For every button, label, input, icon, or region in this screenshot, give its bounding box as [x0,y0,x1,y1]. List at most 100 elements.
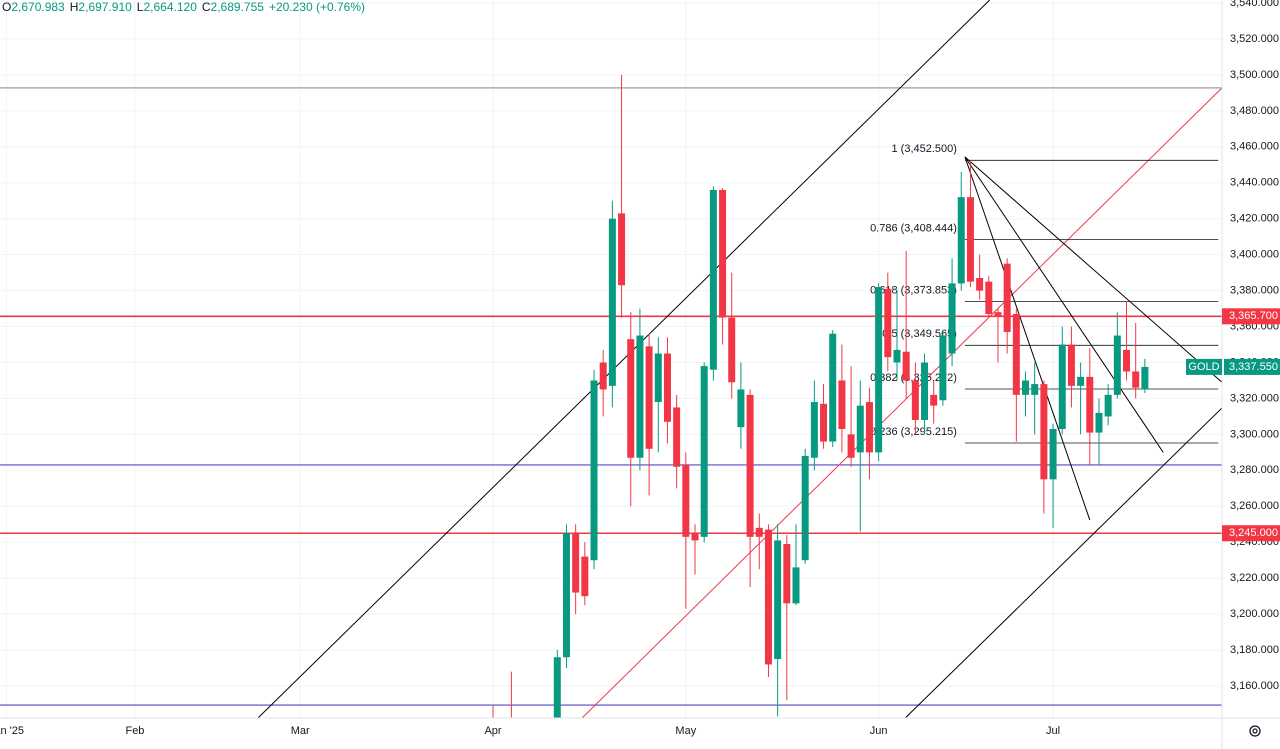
candle-body [838,380,846,430]
candle-body [1113,335,1121,395]
y-tick-label: 3,480.000 [1230,105,1279,117]
ohlc-key: C [202,0,211,14]
candle-body [939,335,947,401]
candle-body [581,556,589,597]
candle-body [820,403,828,442]
candle-body [682,464,690,537]
header: O2,670.983 H2,697.910 L2,664.120 C2,689.755… [2,0,365,14]
candle-body [1031,384,1039,395]
y-tick-label: 3,420.000 [1230,213,1279,225]
trend-line [257,0,991,718]
candle-body [976,278,984,291]
y-tick-label: 3,400.000 [1230,249,1279,261]
fib-label: 0.618 (3,373.853) [870,285,957,297]
y-tick-label: 3,320.000 [1230,392,1279,404]
candle-body [755,527,763,537]
x-tick-label: Mar [291,725,310,737]
candle-body [1058,344,1066,430]
candle-body [709,189,717,370]
candle-body [875,287,883,453]
y-tick-label: 3,500.000 [1230,69,1279,81]
candle-body [884,288,892,358]
candle-body [911,380,919,421]
candle-body [1003,263,1011,332]
candle-body [627,339,635,458]
candle-body [1095,412,1103,433]
candle-body [719,189,727,318]
fib-label: 0.786 (3,408.444) [870,222,957,234]
x-tick-label: Jan '25 [0,725,24,737]
last-price-label: 3,337.550 [1229,361,1278,373]
last-price-box [1224,358,1280,375]
candle-body [728,317,736,383]
candle-body [792,567,800,604]
candle-body [700,366,708,537]
ohlc-key: L [137,0,144,14]
candle-body [691,533,699,541]
candle-body [1049,429,1057,480]
candle-body [902,351,910,381]
candle-body [1132,371,1140,388]
settings-icon[interactable] [1249,725,1261,737]
y-tick-label: 3,300.000 [1230,428,1279,440]
ohlc-value: 2,664.120 [143,0,197,14]
candle-body [774,540,782,660]
candle-body [966,197,974,282]
y-tick-label: 3,220.000 [1230,572,1279,584]
candle-body [921,362,929,421]
candle-body [847,434,855,458]
ohlc-change: +20.230 (+0.76%) [269,0,365,14]
candle-body [508,722,515,731]
candle-body [608,218,616,386]
trend-line [964,156,1222,383]
candle-body [930,394,938,406]
symbol-box [1186,358,1222,375]
gear-inner [1252,728,1258,734]
ohlc-key: H [70,0,79,14]
fib-label: 0.236 (3,295.215) [870,426,957,438]
y-tick-label: 3,460.000 [1230,141,1279,153]
gear-outer [1249,725,1261,737]
y-tick-label: 3,200.000 [1230,608,1279,620]
candle-body [994,312,1002,316]
candle-body [810,402,818,458]
candle-body [737,389,745,428]
y-tick-label: 3,160.000 [1230,680,1279,692]
candle-body [1104,394,1112,417]
candle-body [783,544,791,604]
candle-body [636,335,644,458]
ohlc-header: O2,670.983 H2,697.910 L2,664.120 C2,689.755… [2,0,365,14]
ohlc-value: 2,670.983 [11,0,65,14]
candle-body [856,405,864,453]
candle-body [948,283,956,354]
candle-body [1040,384,1048,480]
plot-area: 1 (3,452.500) 0.786 (3,408.444) 0.618 (3,3… [0,0,1222,731]
candle-body [1077,376,1085,386]
x-tick-label: Jun [870,725,888,737]
x-tick-label: Feb [125,725,144,737]
candle-body [865,402,873,453]
candle-body [618,213,626,286]
x-tick-label: Jul [1046,725,1060,737]
trend-line [964,156,1164,453]
candle-body [1086,376,1094,433]
candle-body [645,346,653,449]
y-tick-label: 3,260.000 [1230,500,1279,512]
candle-body [746,394,754,537]
y-tick-label: 3,380.000 [1230,285,1279,297]
ohlc-key: O [2,0,11,14]
candle-body [1141,366,1149,390]
symbol-label: GOLD [1188,361,1219,373]
ohlc-value: 2,697.910 [78,0,132,14]
candle-body [572,533,580,593]
y-tick-label: 3,540.000 [1230,0,1279,9]
price-label: 3,365.700 [1229,310,1278,322]
price-label: 3,245.000 [1229,527,1278,539]
y-tick-label: 3,440.000 [1230,177,1279,189]
candle-body [1012,313,1020,395]
candle-body [893,349,901,363]
fib-label: 0.5 (3,349.565) [882,328,957,340]
candle-body [829,333,837,442]
candle-body [801,455,809,561]
